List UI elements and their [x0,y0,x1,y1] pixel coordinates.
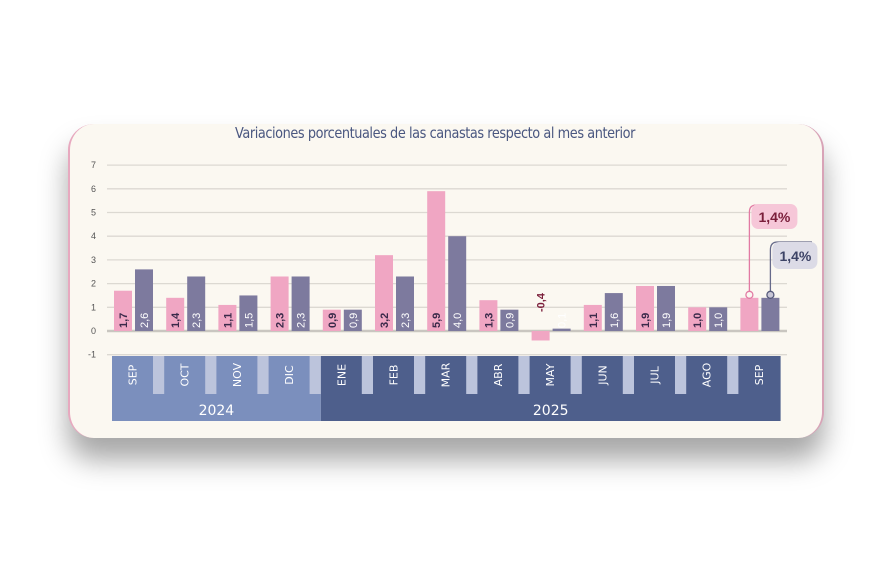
bar-value-label: 1,6 [609,313,621,328]
bar [396,276,414,331]
bar-value-label: -0,4 [536,292,548,312]
month-label: ENE [335,364,348,386]
callout-line [769,241,812,295]
bar [583,304,602,331]
year-band [320,356,781,421]
bar-value-label: 1,7 [118,313,130,328]
month-gap [466,356,478,394]
bar [709,307,728,331]
year-label: 2025 [533,403,569,419]
bar [761,297,780,331]
month-label: NOV [231,362,244,387]
bar [343,309,362,331]
bar [322,309,341,331]
bar-value-label: 1,3 [483,313,495,328]
bar [500,309,519,331]
bar-value-label: 1,0 [692,313,704,328]
y-tick-label: 6 [91,184,96,194]
bar-value-label: 1,9 [640,313,652,328]
month-label: JUL [649,365,662,384]
bar-value-label: 1,5 [243,313,255,328]
bar [239,295,258,331]
month-gap [361,356,373,394]
bar-value-label: 5,9 [431,313,443,328]
bar-value-label: 2,3 [400,313,412,328]
month-label: OCT [179,363,192,386]
month-label: AGO [701,362,714,387]
bar [531,331,550,341]
bar-value-label: 2,3 [191,313,203,328]
callout-marker [745,290,754,299]
bar [187,276,206,331]
y-tick-label: 2 [91,279,96,289]
bar-value-label: 0,9 [348,313,360,328]
bar [448,236,467,331]
bar-value-label: 3,2 [379,313,391,328]
month-gap [153,356,165,394]
bar [636,285,654,331]
bar-value-label: 2,3 [275,313,287,328]
chart-title: Variaciones porcentuales de las canastas… [234,124,636,142]
callout-box [751,204,798,229]
month-label: SEP [753,364,766,385]
month-gap [675,356,687,394]
y-tick-label: 7 [91,160,96,170]
y-tick-label: 4 [91,231,96,241]
y-tick-label: -1 [88,350,96,360]
bar [604,293,623,331]
month-label: ABR [492,363,505,386]
year-label: 2024 [199,403,235,419]
bar-value-label: 0,1 [557,313,569,328]
y-tick-label: 0 [91,326,96,336]
callout-marker [766,290,775,299]
bar [291,276,310,331]
bar-value-label: 4,0 [452,313,464,328]
month-label: SEP [127,364,140,385]
callout-label: 1,4% [758,209,790,225]
month-label: FEB [388,365,401,386]
bar-value-label: 1,0 [713,313,725,328]
bar [166,297,185,331]
month-gap [570,356,582,394]
bar [114,290,132,331]
bar [270,276,289,331]
month-gap [518,356,530,394]
month-label: JUN [596,365,609,386]
month-gap [257,356,269,394]
bar [135,269,153,331]
month-label: MAY [544,363,557,386]
bar-value-label: 0,9 [327,313,339,328]
month-gap [727,356,739,394]
callout-box [772,242,818,269]
month-gap [205,356,217,394]
y-tick-label: 1 [91,302,96,312]
bar [688,307,707,331]
bar [479,300,498,331]
month-gap [309,356,321,394]
bar-value-label: 1,1 [588,313,600,328]
bar-value-label: 1,9 [661,313,673,328]
bar [427,191,446,331]
y-tick-label: 3 [91,255,96,265]
bar-value-label: 0,9 [504,313,516,328]
bar [218,304,237,331]
bar-value-label: 2,6 [139,313,151,328]
month-gap [622,356,634,394]
month-gap [414,356,426,394]
bar-value-label: 1,4 [170,312,182,328]
bar [657,285,675,331]
bar [552,328,571,331]
y-tick-label: 5 [91,208,96,218]
bar [375,255,393,331]
callout-label: 1,4% [779,248,811,264]
month-label: DIC [283,365,296,385]
bar-value-label: 2,3 [296,313,308,328]
bar-value-label: 1,1 [222,313,234,328]
month-label: MAR [440,362,453,387]
bar [740,297,759,331]
